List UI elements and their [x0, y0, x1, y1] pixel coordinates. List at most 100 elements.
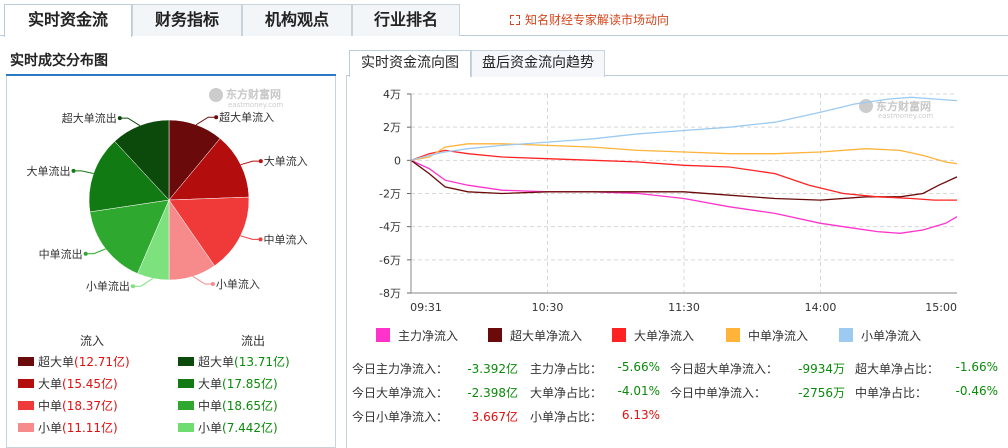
pie-slice-label: 中单流出 [39, 247, 83, 261]
flow-amount: (12.71亿) [74, 355, 130, 369]
legend-swatch [488, 328, 502, 342]
expert-notice-link[interactable]: 知名财经专家解读市场动向 [510, 11, 669, 28]
legend-item[interactable]: 小单净流入 [839, 327, 921, 344]
stat-label: 今日主力净流入： [352, 362, 449, 376]
inflow-heading: 流入 [80, 334, 105, 348]
tab-industry-rank[interactable]: 行业排名 [352, 4, 460, 36]
stat-value: -9934万 [798, 362, 845, 376]
pie-slice-label: 大单流出 [27, 164, 71, 178]
pie-slice[interactable] [88, 140, 170, 213]
stat-label: 超大单净占比： [855, 362, 940, 376]
flow-amount: (11.11亿) [62, 421, 118, 435]
color-swatch [18, 357, 34, 366]
pie-leader-line [132, 277, 154, 287]
stat-value: -1.66% [955, 360, 998, 374]
series-line [410, 159, 958, 201]
stat-value: -2.398亿 [467, 386, 518, 400]
tab-label: 行业排名 [373, 10, 438, 29]
flow-label: 大单 [38, 377, 63, 391]
chart-legend: 主力净流入 超大单净流入 大单净流入 中单净流入 小单净流入 [376, 327, 996, 343]
legend-label: 超大单净流入 [510, 329, 583, 343]
tab-realtime-chart[interactable]: 实时资金流向图 [349, 50, 471, 77]
pie-slice-label: 超大单流入 [219, 110, 274, 124]
flow-amount: (7.442亿) [222, 421, 278, 435]
legend-label: 大单净流入 [634, 329, 695, 343]
color-swatch [178, 379, 194, 388]
color-swatch [18, 379, 34, 388]
y-tick-label: 2万 [383, 121, 401, 134]
pie-leader-line [85, 248, 106, 255]
tab-label: 实时资金流向图 [361, 55, 459, 71]
pie-leader-line [240, 160, 261, 166]
pie-leader-dot [258, 237, 263, 242]
pie-slice-label: 超大单流出 [62, 111, 117, 125]
pie-leader-dot [71, 168, 76, 173]
x-tick-label: 11:30 [668, 301, 700, 314]
legend-swatch [726, 328, 740, 342]
flow-label: 大单 [198, 377, 223, 391]
legend-label: 中单净流入 [748, 329, 809, 343]
tab-institution[interactable]: 机构观点 [242, 4, 352, 36]
flow-amount: (18.65亿) [222, 399, 278, 413]
x-tick-label: 15:00 [925, 301, 957, 314]
legend-swatch [376, 328, 390, 342]
chart-tab-bar: 实时资金流向图 盘后资金流向趋势 [346, 48, 1008, 77]
flow-amount: (15.45亿) [62, 377, 118, 391]
flow-line-chart: 东方财富网 eastmoney.com 4万 2万 0 -2万 -4万 -6万 -8万 09:… [379, 88, 958, 314]
flow-item: 超大单(13.71亿) [178, 353, 290, 370]
watermark-logo-icon [209, 88, 223, 102]
pie-slice[interactable] [114, 119, 170, 201]
pie-leader-dot [83, 251, 88, 256]
pie-slice[interactable] [89, 199, 170, 274]
panel-title: 实时成交分布图 [10, 53, 108, 69]
tab-after-hours-trend[interactable]: 盘后资金流向趋势 [471, 50, 605, 77]
legend-swatch [612, 328, 626, 342]
pie-leader-dot [117, 116, 122, 121]
watermark-text: 东方财富网 [226, 87, 281, 101]
legend-item[interactable]: 中单净流入 [726, 327, 808, 344]
y-tick-label: 0 [394, 154, 401, 167]
pie-slice[interactable] [168, 196, 250, 267]
stat-label: 今日小单净流入： [352, 410, 449, 424]
stat-value: -3.392亿 [467, 362, 518, 376]
pie-leader-dot [210, 281, 215, 286]
pie-leader-dot [258, 159, 263, 164]
legend-item[interactable]: 大单净流入 [612, 327, 694, 344]
top-tab-bar: 实时资金流 财务指标 机构观点 行业排名 知名财经专家解读市场动向 [0, 0, 1008, 37]
legend-label: 主力净流入 [398, 329, 459, 343]
pie-leader-line [119, 117, 141, 126]
flow-label: 超大单 [198, 355, 235, 369]
stat-label: 中单净占比： [855, 386, 928, 400]
flow-item: 小单(11.11亿) [18, 419, 118, 436]
pie-leader-line [192, 275, 213, 285]
pie-leader-line [73, 170, 94, 175]
flow-label: 中单 [38, 399, 63, 413]
series-line [410, 149, 957, 201]
flow-label: 小单 [38, 421, 63, 435]
legend-label: 小单净流入 [861, 329, 922, 343]
tab-financial[interactable]: 财务指标 [132, 4, 242, 36]
stat-label: 今日大单净流入： [352, 386, 449, 400]
tab-label: 实时资金流 [27, 10, 108, 29]
legend-item[interactable]: 主力净流入 [376, 327, 458, 344]
pie-slice-label: 小单流出 [86, 279, 130, 293]
pie-slice-label: 中单流入 [264, 232, 308, 246]
legend-item[interactable]: 超大单净流入 [488, 327, 582, 344]
notice-text: 知名财经专家解读市场动向 [525, 13, 670, 27]
flow-label: 中单 [198, 399, 223, 413]
y-tick-label: -2万 [379, 188, 401, 201]
flow-item: 小单(7.442亿) [178, 419, 278, 436]
pie-watermark: 东方财富网 eastmoney.com [209, 87, 283, 109]
watermark-text: 东方财富网 [876, 99, 931, 113]
stat-label: 今日超大单净流入： [670, 362, 779, 376]
stat-value: 3.667亿 [471, 410, 518, 424]
flow-item: 中单(18.37亿) [18, 397, 118, 414]
flow-label: 小单 [198, 421, 223, 435]
flow-item: 大单(17.85亿) [178, 375, 278, 392]
stat-label: 大单净占比： [530, 386, 603, 400]
pie-slice-label: 大单流入 [264, 154, 308, 168]
y-tick-label: -4万 [379, 221, 401, 234]
series-line [410, 96, 958, 161]
tab-realtime-flow[interactable]: 实时资金流 [4, 4, 132, 37]
color-swatch [178, 401, 194, 410]
